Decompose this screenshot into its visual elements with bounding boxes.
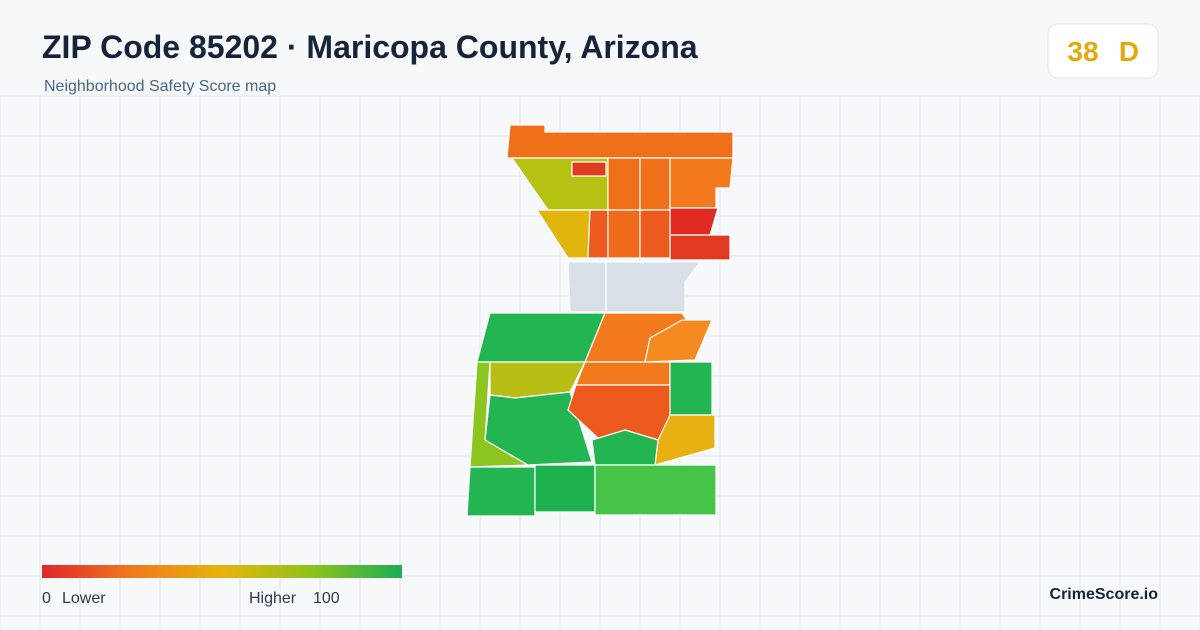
region: [571, 161, 607, 177]
region: [587, 209, 609, 259]
region-no-data: [567, 261, 607, 313]
region: [575, 361, 671, 386]
region: [669, 207, 719, 236]
badge-grade: D: [1119, 36, 1139, 67]
region: [644, 319, 713, 363]
region: [669, 157, 734, 209]
region-no-data: [605, 261, 701, 313]
region: [506, 124, 734, 159]
brand: CrimeScore.io: [1050, 586, 1159, 603]
region: [594, 464, 717, 516]
map: [466, 124, 734, 517]
region: [607, 157, 641, 211]
title: ZIP Code 85202 · Maricopa County, Arizon…: [42, 29, 698, 65]
region: [536, 209, 591, 259]
region: [639, 157, 671, 211]
region: [591, 429, 659, 466]
region: [476, 312, 606, 363]
badge-score: 38: [1067, 36, 1098, 67]
region: [639, 209, 671, 259]
region: [484, 391, 593, 466]
region: [669, 234, 731, 261]
region: [534, 464, 596, 513]
badge-box: [1047, 23, 1159, 79]
legend-max: 100: [313, 590, 340, 607]
legend: 0 Lower Higher 100: [42, 565, 402, 607]
subtitle: Neighborhood Safety Score map: [44, 78, 276, 95]
legend-max-label: Higher: [249, 590, 297, 607]
score-badge: 38 D: [1047, 23, 1159, 79]
region: [607, 209, 641, 259]
legend-min: 0: [42, 590, 51, 607]
legend-min-label: Lower: [62, 590, 106, 607]
region: [466, 466, 536, 517]
legend-scale: [42, 565, 402, 578]
region: [654, 414, 716, 466]
region: [669, 361, 713, 416]
